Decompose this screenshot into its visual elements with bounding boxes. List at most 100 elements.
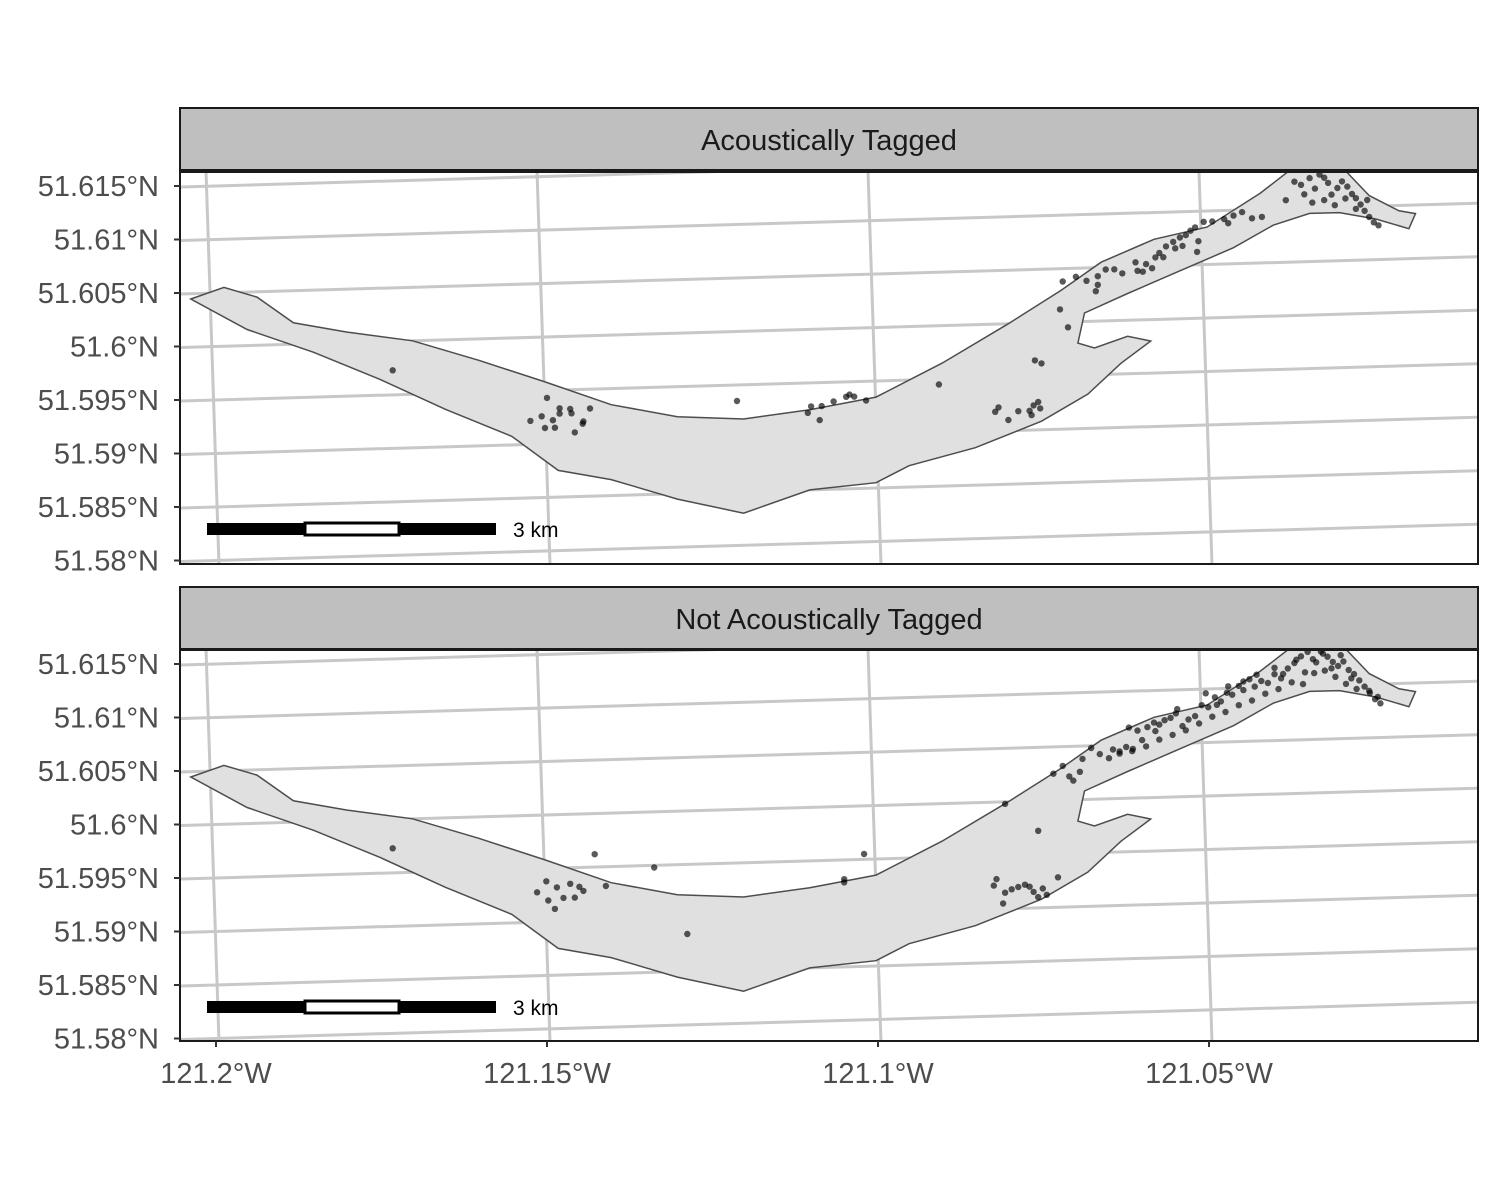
detection-point [1230, 212, 1237, 219]
detection-point [1258, 213, 1266, 221]
detection-point [990, 882, 997, 889]
detection-point [1375, 222, 1382, 229]
detection-point [1170, 238, 1177, 246]
detection-point [1152, 727, 1159, 735]
detection-point [1156, 736, 1163, 743]
detection-point [1374, 693, 1382, 701]
detection-point [1324, 179, 1332, 187]
detection-point [1238, 208, 1246, 216]
detection-point [1028, 411, 1035, 419]
detection-point [1366, 687, 1373, 694]
detection-point [1001, 800, 1009, 808]
detection-point [1271, 671, 1278, 678]
detection-point [1015, 883, 1022, 891]
detection-point [1291, 178, 1298, 185]
detection-point [545, 897, 552, 904]
detection-point [1039, 885, 1047, 892]
detection-point [1066, 773, 1073, 780]
detection-point [1352, 195, 1360, 202]
detection-point [567, 880, 574, 887]
detection-point [1279, 670, 1287, 678]
detection-point [556, 410, 563, 417]
panel-border [179, 171, 1479, 565]
facet-title: Acoustically Tagged [701, 125, 957, 157]
detection-point [1072, 273, 1080, 280]
detection-point [1035, 827, 1042, 834]
detection-point [1282, 197, 1290, 204]
detection-point [1275, 685, 1282, 693]
detection-point [1096, 750, 1104, 758]
detection-point [1111, 266, 1118, 273]
detection-point [1116, 750, 1123, 757]
y-axis: 51.615°N 51.61°N 51.605°N 51.6°N 51.595°N 51.… [38, 171, 180, 578]
detection-point [1179, 242, 1186, 250]
grid-line-lat [181, 362, 1477, 403]
x-tick-label: 121.2°W [160, 1058, 272, 1090]
facet-strip [179, 586, 1479, 650]
detection-point [818, 402, 825, 410]
detection-point [1221, 215, 1228, 223]
detection-point [1321, 174, 1328, 181]
grid-line-lat [115, 1055, 1500, 1095]
detection-point [1094, 273, 1102, 280]
detection-point [1205, 704, 1212, 711]
detection-point [1156, 721, 1163, 728]
detection-point [1174, 705, 1181, 713]
detection-point [1338, 178, 1346, 185]
detection-point [1079, 755, 1086, 763]
grid-line-lon [866, 651, 883, 1040]
detection-point [1182, 727, 1190, 734]
detection-point [1043, 891, 1051, 898]
detection-point [1200, 218, 1207, 225]
detection-point [860, 850, 868, 858]
x-axis: 121.2°W 121.15°W 121.1°W 121.05°W [160, 1041, 1273, 1090]
detection-point [1229, 691, 1236, 698]
detection-point [1035, 893, 1042, 901]
detection-point [1050, 770, 1057, 777]
detection-point [1134, 727, 1141, 734]
y-tick-label: 51.595°N [38, 863, 159, 895]
detection-point [1304, 651, 1311, 656]
facet-panel-acoustically-tagged: Acoustically Tagged 3 km 51.615°N 51.61°N… [38, 107, 1479, 578]
detection-point [1321, 196, 1328, 204]
grid-line-lon [535, 651, 552, 1040]
detection-point [651, 864, 658, 871]
detection-point [1056, 306, 1064, 313]
detection-point [1332, 673, 1339, 680]
detection-point [1316, 173, 1323, 178]
detection-point [1198, 702, 1205, 709]
detection-point [1008, 886, 1015, 893]
detection-point [533, 889, 541, 896]
detection-point [1038, 360, 1045, 367]
detection-point [1301, 669, 1309, 676]
detection-point [1167, 714, 1174, 722]
scale-bar-label: 3 km [513, 519, 559, 542]
detection-point [1134, 267, 1141, 274]
detection-point [1176, 234, 1184, 241]
scale-bar: 3 km [207, 519, 559, 542]
detection-point [1356, 677, 1363, 684]
detection-point [1070, 777, 1077, 784]
y-tick-label: 51.59°N [54, 439, 159, 471]
detection-point [1209, 713, 1216, 720]
detection-point [1334, 184, 1341, 192]
grid-line-lat [181, 522, 1477, 563]
detection-point [543, 878, 550, 885]
detection-point [586, 405, 594, 412]
grid-line-lat [181, 255, 1477, 296]
detection-point [1340, 658, 1347, 665]
y-tick-label: 51.585°N [38, 492, 159, 524]
detection-point [816, 416, 823, 424]
x-tick-label: 121.15°W [483, 1058, 611, 1090]
detection-point [1160, 254, 1167, 261]
detection-point [602, 882, 610, 890]
scale-bar: 3 km [207, 997, 559, 1020]
y-tick-label: 51.6°N [70, 332, 159, 364]
detection-point [804, 409, 811, 417]
detection-point [567, 405, 574, 413]
detection-point [999, 900, 1007, 907]
grid-line-lat [181, 733, 1477, 774]
detection-point [1195, 238, 1202, 245]
detection-point [1342, 195, 1349, 202]
y-tick-label: 51.58°N [54, 546, 159, 578]
